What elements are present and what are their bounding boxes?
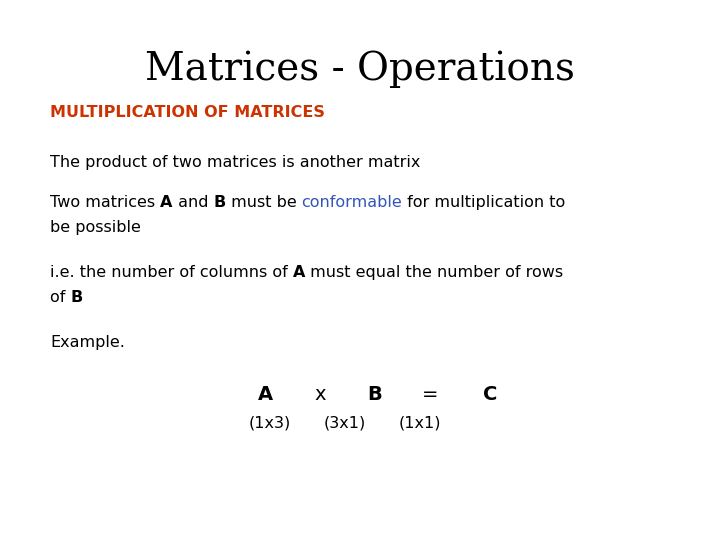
- Text: The product of two matrices is another matrix: The product of two matrices is another m…: [50, 155, 420, 170]
- Text: (3x1): (3x1): [324, 415, 366, 430]
- Text: B: B: [368, 385, 382, 404]
- Text: A: A: [293, 265, 305, 280]
- Text: must be: must be: [225, 195, 302, 210]
- Text: (1x1): (1x1): [399, 415, 441, 430]
- Text: MULTIPLICATION OF MATRICES: MULTIPLICATION OF MATRICES: [50, 105, 325, 120]
- Text: Example.: Example.: [50, 335, 125, 350]
- Text: B: B: [213, 195, 225, 210]
- Text: be possible: be possible: [50, 220, 141, 235]
- Text: Matrices - Operations: Matrices - Operations: [145, 50, 575, 87]
- Text: C: C: [483, 385, 498, 404]
- Text: B: B: [71, 290, 83, 305]
- Text: Two matrices: Two matrices: [50, 195, 161, 210]
- Text: x: x: [314, 385, 325, 404]
- Text: A: A: [258, 385, 273, 404]
- Text: i.e. the number of columns of: i.e. the number of columns of: [50, 265, 293, 280]
- Text: (1x3): (1x3): [249, 415, 291, 430]
- Text: =: =: [422, 385, 438, 404]
- Text: A: A: [161, 195, 173, 210]
- Text: must equal the number of rows: must equal the number of rows: [305, 265, 563, 280]
- Text: and: and: [173, 195, 213, 210]
- Text: of: of: [50, 290, 71, 305]
- Text: conformable: conformable: [302, 195, 402, 210]
- Text: for multiplication to: for multiplication to: [402, 195, 565, 210]
